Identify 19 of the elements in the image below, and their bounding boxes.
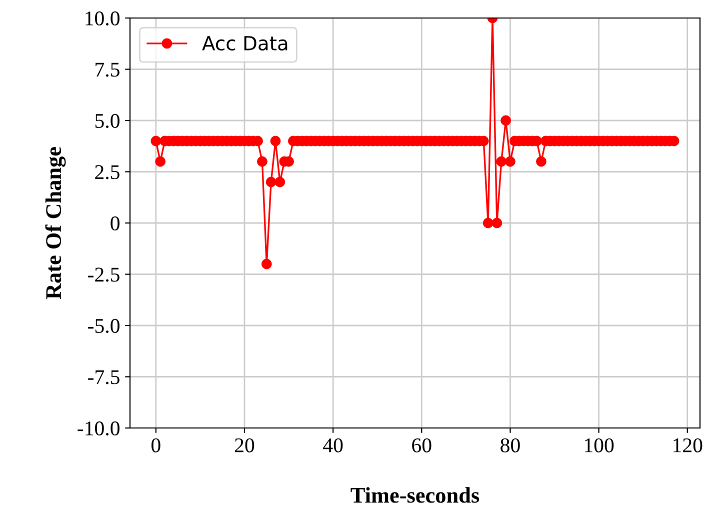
y-tick-label: 2.5 (95, 165, 120, 180)
y-axis-title: Rate Of Change (45, 147, 66, 300)
x-tick-label: 60 (412, 438, 432, 452)
legend-label: Acc Data (202, 36, 288, 51)
x-tick-label: 20 (234, 438, 254, 452)
x-tick-label: 120 (674, 438, 702, 452)
x-axis-title: Time-seconds (350, 487, 480, 503)
y-tick-label: 7.5 (96, 62, 120, 77)
y-tick-label: -5.0 (88, 318, 120, 334)
y-tick-label: -10.0 (78, 421, 120, 436)
x-tick-label: 0 (151, 438, 160, 452)
y-tick-label: -2.5 (88, 268, 120, 282)
y-tick-label: 5.0 (95, 114, 120, 128)
x-tick-label: 40 (323, 438, 343, 452)
y-tick-label: 0 (110, 216, 120, 230)
x-tick-label: 100 (585, 438, 614, 452)
x-tick-label: 80 (500, 438, 520, 452)
y-tick-label: 10.0 (86, 11, 120, 26)
y-tick-label: -7.5 (88, 370, 120, 384)
